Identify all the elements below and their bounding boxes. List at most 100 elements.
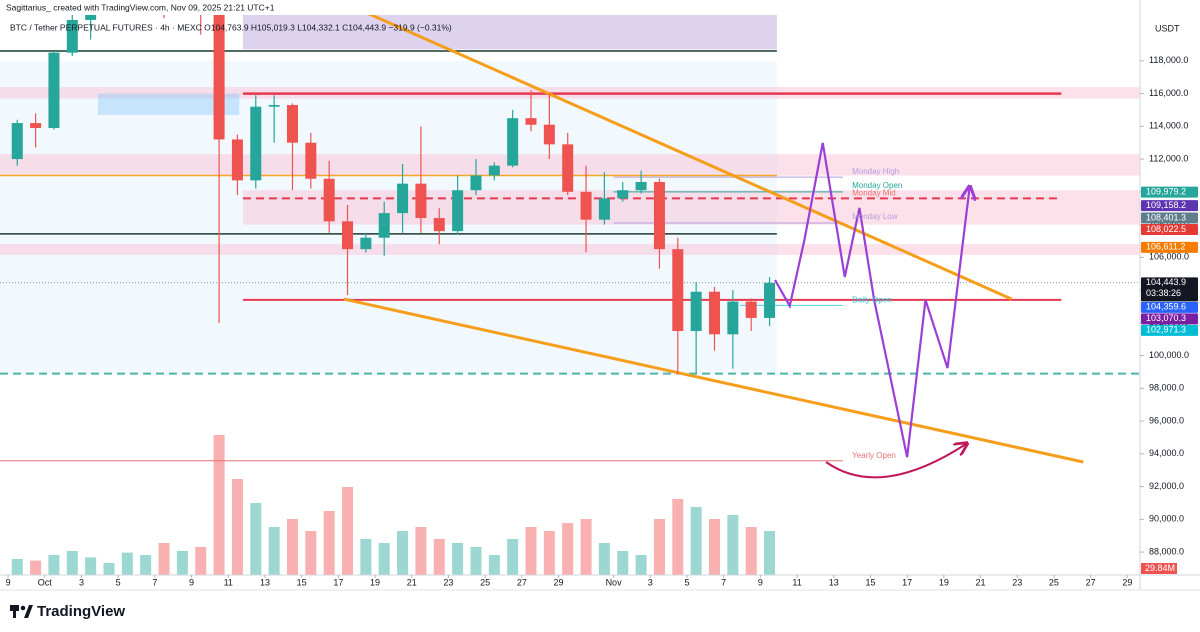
volume-bar <box>617 551 629 575</box>
x-tick-label: 21 <box>407 577 417 587</box>
candle-body <box>598 198 610 220</box>
price-tag <box>1141 224 1198 236</box>
candle-body <box>48 52 60 128</box>
price-tag <box>1141 186 1198 198</box>
volume-bar <box>268 527 280 575</box>
x-tick-label: 25 <box>1049 577 1059 587</box>
x-tick-label: 23 <box>443 577 453 587</box>
volume-tag-label: 29.84M <box>1145 563 1175 573</box>
volume-bar <box>140 555 152 575</box>
price-tag-label: 104,443.9 <box>1146 277 1186 287</box>
y-tick-label: 94,000.0 <box>1149 448 1184 458</box>
author-line: Sagittarius_ created with TradingView.co… <box>6 2 275 12</box>
price-tag <box>1141 301 1198 313</box>
candle-body <box>433 218 445 232</box>
zone <box>0 244 1140 255</box>
x-tick-label: 5 <box>684 577 689 587</box>
candle-body <box>653 182 665 250</box>
annotation: Monday Open <box>852 181 902 190</box>
brand-logo <box>10 605 33 618</box>
volume-bar <box>250 503 262 575</box>
trendline <box>367 15 1013 301</box>
x-tick-label: 29 <box>1122 577 1132 587</box>
y-tick-label: 98,000.0 <box>1149 383 1184 393</box>
volume-bar <box>433 539 445 575</box>
volume-bar <box>378 543 390 575</box>
volume-bar <box>562 523 574 575</box>
x-tick-label: 13 <box>829 577 839 587</box>
annotation: Daily Open <box>852 295 892 304</box>
volume-bar <box>598 543 610 575</box>
volume-bar <box>525 527 537 575</box>
volume-bar <box>30 560 42 575</box>
price-tag-label: 102,971.3 <box>1146 325 1186 335</box>
volume-bar <box>360 539 372 575</box>
candle-body <box>323 178 335 222</box>
volume-bar <box>342 487 354 575</box>
candle-body <box>342 221 354 250</box>
candle-body <box>11 123 23 160</box>
volume-bar <box>231 479 243 575</box>
price-tag <box>1141 200 1198 212</box>
price-tag <box>1141 324 1198 336</box>
brand: TradingView <box>37 603 125 620</box>
volume-bar <box>745 527 757 575</box>
footer-bg <box>0 590 1200 632</box>
volume-bar <box>305 531 317 575</box>
price-tag <box>1141 277 1198 302</box>
candle-body <box>672 249 684 332</box>
annotation: Monday Mid <box>852 189 896 198</box>
candle-body <box>66 19 78 53</box>
volume-bar <box>507 539 519 575</box>
x-tick-label: Nov <box>606 577 623 587</box>
candle-body <box>745 301 757 318</box>
candle-body <box>378 213 390 238</box>
volume-bar <box>635 555 647 575</box>
price-tag <box>1141 241 1198 253</box>
volume-bar <box>48 555 60 575</box>
candle-body <box>415 183 427 219</box>
volume-bar <box>11 559 23 575</box>
x-tick-label: 29 <box>554 577 564 587</box>
x-tick-label: 13 <box>260 577 270 587</box>
price-tag <box>1141 212 1198 224</box>
x-tick-label: 17 <box>902 577 912 587</box>
candle-body <box>286 105 298 143</box>
candle-body <box>727 301 739 335</box>
candle-body <box>525 118 537 125</box>
candle-body <box>708 291 720 335</box>
volume-bar <box>195 547 207 575</box>
volume-bar <box>397 531 409 575</box>
x-tick-label: 25 <box>480 577 490 587</box>
price-tag-label: 108,022.5 <box>1146 224 1186 234</box>
x-tick-label: 3 <box>79 577 84 587</box>
price-tag-label: 103,070.3 <box>1146 313 1186 323</box>
candle-body <box>617 190 629 199</box>
y-tick-label: 100,000.0 <box>1149 350 1189 360</box>
candle-body <box>250 106 262 181</box>
volume-bar <box>708 519 720 575</box>
volume-bar <box>653 519 665 575</box>
y-tick-label: 106,000.0 <box>1149 252 1189 262</box>
x-tick-label: 19 <box>370 577 380 587</box>
volume-bar <box>672 499 684 575</box>
candle-body <box>213 15 225 140</box>
candle-body <box>397 183 409 214</box>
price-tag-label: 109,158.2 <box>1146 200 1186 210</box>
candle-body <box>30 123 42 128</box>
volume-bar <box>727 515 739 575</box>
curved-arrow <box>825 444 966 479</box>
zone <box>242 15 777 50</box>
volume-bar <box>176 551 188 575</box>
candle-body <box>305 142 317 179</box>
price-tag <box>1141 313 1198 325</box>
volume-bar <box>470 547 482 575</box>
x-tick-label: 7 <box>721 577 726 587</box>
candle-body <box>470 175 482 191</box>
price-tag-label: 104,359.6 <box>1146 302 1186 312</box>
candle-body <box>231 139 243 181</box>
volume-bar <box>286 519 298 575</box>
volume-bar <box>323 511 335 575</box>
